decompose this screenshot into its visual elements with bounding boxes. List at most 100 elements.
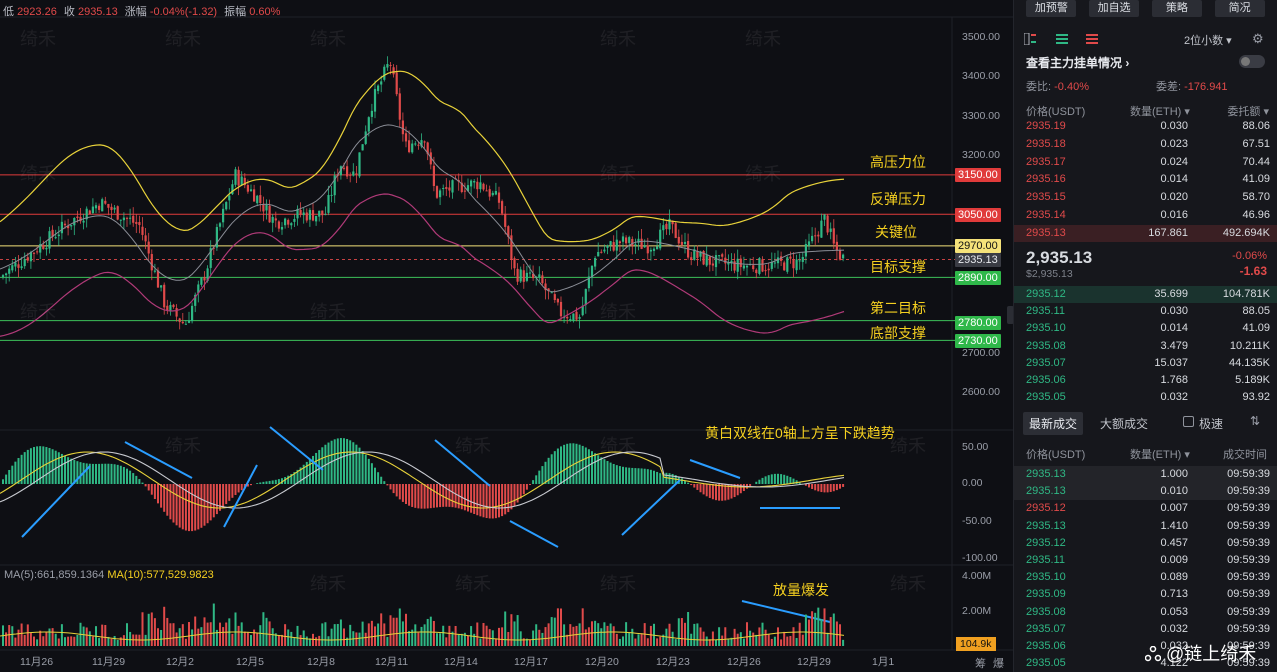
- trade-row[interactable]: 2935.12 0.007 09:59:39: [1026, 502, 1270, 515]
- macd-bar: [780, 474, 783, 484]
- macd-bar: [157, 484, 159, 504]
- ask-row[interactable]: 2935.13 167.861 492.694K: [1014, 224, 1277, 242]
- bid-row[interactable]: 2935.12 35.699 104.781K: [1014, 286, 1277, 303]
- macd-bar: [225, 484, 228, 505]
- trade-row[interactable]: 2935.11 0.009 09:59:39: [1026, 554, 1270, 566]
- panel-collapse-handle[interactable]: [1007, 306, 1014, 324]
- macd-bar: [625, 467, 628, 484]
- bid-row[interactable]: 2935.10 0.014 41.09: [1026, 322, 1270, 335]
- candle-body: [693, 249, 696, 260]
- main-order-link[interactable]: 查看主力挂单情况 ›: [1026, 56, 1130, 70]
- trade-row[interactable]: 2935.05 4.122 09:59:39: [1026, 657, 1270, 670]
- candle-body: [705, 255, 708, 266]
- volume-bar: [256, 633, 259, 646]
- trade-row[interactable]: 2935.10 0.089 09:59:39: [1026, 571, 1270, 584]
- macd-bar: [581, 445, 584, 484]
- trade-row[interactable]: 2935.13 1.000 09:59:39: [1014, 466, 1277, 483]
- book-asks-icon[interactable]: [1086, 33, 1098, 45]
- chart-area[interactable]: 低 2923.26 收 2935.13 涨幅 -0.04%(-1.32) 振幅 …: [0, 0, 1013, 672]
- strategy-button[interactable]: 策略: [1151, 0, 1202, 17]
- candle-body: [209, 248, 212, 268]
- overview-button[interactable]: 简况: [1214, 0, 1265, 17]
- bid-row[interactable]: 2935.08 3.479 10.211K: [1026, 339, 1270, 352]
- volume-bar: [299, 635, 302, 646]
- macd-bar: [85, 463, 88, 484]
- book-bids-icon[interactable]: [1056, 33, 1068, 45]
- volume-bar: [330, 628, 333, 646]
- trade-row[interactable]: 2935.06 0.032 09:59:39: [1026, 640, 1270, 652]
- macd-bar: [166, 484, 169, 516]
- candle-body: [584, 289, 587, 306]
- ask-row[interactable]: 2935.15 0.020 58.70: [1026, 191, 1270, 204]
- filter-icon[interactable]: ⇅: [1250, 414, 1261, 428]
- volume-bar: [346, 637, 349, 646]
- trade-row[interactable]: 2935.08 0.053 09:59:39: [1026, 605, 1270, 618]
- ask-row[interactable]: 2935.18 0.023 67.51: [1026, 137, 1270, 150]
- candle-body: [17, 264, 20, 268]
- last-price-usd: $2,935.13: [1026, 268, 1073, 280]
- macd-bar: [2, 479, 4, 484]
- tab-large-trades[interactable]: 大额成交: [1100, 417, 1149, 431]
- candle-body: [597, 251, 600, 257]
- macd-bar: [346, 438, 349, 484]
- volume-bar: [88, 631, 91, 646]
- trade-row[interactable]: 2935.13 0.010 09:59:39: [1014, 483, 1277, 501]
- tab-latest-trades[interactable]: 最新成交: [1023, 412, 1084, 435]
- candle-body: [528, 272, 532, 274]
- col-total[interactable]: 委托额 ▾: [1227, 106, 1269, 118]
- col-qty[interactable]: 数量(ETH) ▾: [1130, 106, 1190, 118]
- volume-bar: [64, 637, 66, 646]
- macd-bar: [761, 477, 764, 484]
- chip-icon[interactable]: 筹: [975, 658, 986, 670]
- bid-row[interactable]: 2935.06 1.768 5.189K: [1026, 374, 1270, 386]
- bid-row[interactable]: 2935.11 0.030 88.05: [1026, 305, 1270, 318]
- volume-bar: [436, 633, 438, 646]
- volume-bar: [485, 625, 488, 646]
- add-watchlist-button[interactable]: 加自选: [1089, 0, 1140, 17]
- candle-body: [125, 217, 129, 219]
- burst-icon[interactable]: 爆: [993, 658, 1004, 670]
- volume-bar: [445, 637, 448, 646]
- candle-body: [668, 218, 671, 230]
- book-both-icon[interactable]: [1024, 33, 1036, 45]
- macd-bar: [454, 484, 457, 508]
- candle-body: [51, 229, 54, 237]
- volume-bar: [408, 631, 411, 646]
- volume-bar: [460, 633, 463, 646]
- volume-bar: [702, 631, 705, 646]
- macd-bar: [349, 440, 352, 484]
- macd-bar: [355, 444, 358, 484]
- add-alert-button[interactable]: 加预警: [1026, 0, 1077, 17]
- fast-checkbox[interactable]: [1183, 416, 1194, 427]
- volume-bar: [649, 625, 652, 646]
- trade-row[interactable]: 2935.13 1.410 09:59:39: [1026, 519, 1270, 532]
- bid-row[interactable]: 2935.07 15.037 44.135K: [1026, 356, 1270, 369]
- candle-body: [553, 294, 556, 301]
- macd-bar: [606, 460, 609, 484]
- candle-body: [20, 266, 23, 269]
- trade-col-qty[interactable]: 数量(ETH) ▾: [1130, 449, 1190, 461]
- settings-icon[interactable]: ⚙: [1252, 31, 1264, 46]
- volume-bar: [677, 618, 680, 646]
- candle-body: [634, 244, 637, 246]
- ask-row[interactable]: 2935.19 0.030 88.06: [1026, 120, 1270, 132]
- ask-row[interactable]: 2935.16 0.014 41.09: [1026, 173, 1270, 186]
- candle-body: [575, 311, 578, 320]
- bid-row[interactable]: 2935.05 0.032 93.92: [1026, 391, 1270, 404]
- ask-row[interactable]: 2935.17 0.024 70.44: [1026, 155, 1270, 168]
- volume-bar: [265, 617, 268, 646]
- volume-bar: [547, 623, 550, 646]
- candle-body: [646, 245, 649, 254]
- trade-row[interactable]: 2935.09 0.713 09:59:39: [1026, 588, 1270, 601]
- volume-bar: [789, 636, 792, 646]
- volume-bar: [166, 617, 169, 646]
- trade-col-price: 价格(USDT): [1026, 449, 1086, 461]
- trade-row[interactable]: 2935.07 0.032 09:59:39: [1026, 622, 1270, 635]
- candle-body: [621, 236, 625, 242]
- decimals-select[interactable]: 2位小数 ▾: [1184, 35, 1232, 47]
- volume-bar: [591, 621, 593, 646]
- trade-row[interactable]: 2935.12 0.457 09:59:39: [1026, 536, 1270, 549]
- main-order-toggle[interactable]: [1239, 55, 1265, 68]
- ask-row[interactable]: 2935.14 0.016 46.96: [1026, 209, 1270, 221]
- volume-bar: [271, 628, 274, 646]
